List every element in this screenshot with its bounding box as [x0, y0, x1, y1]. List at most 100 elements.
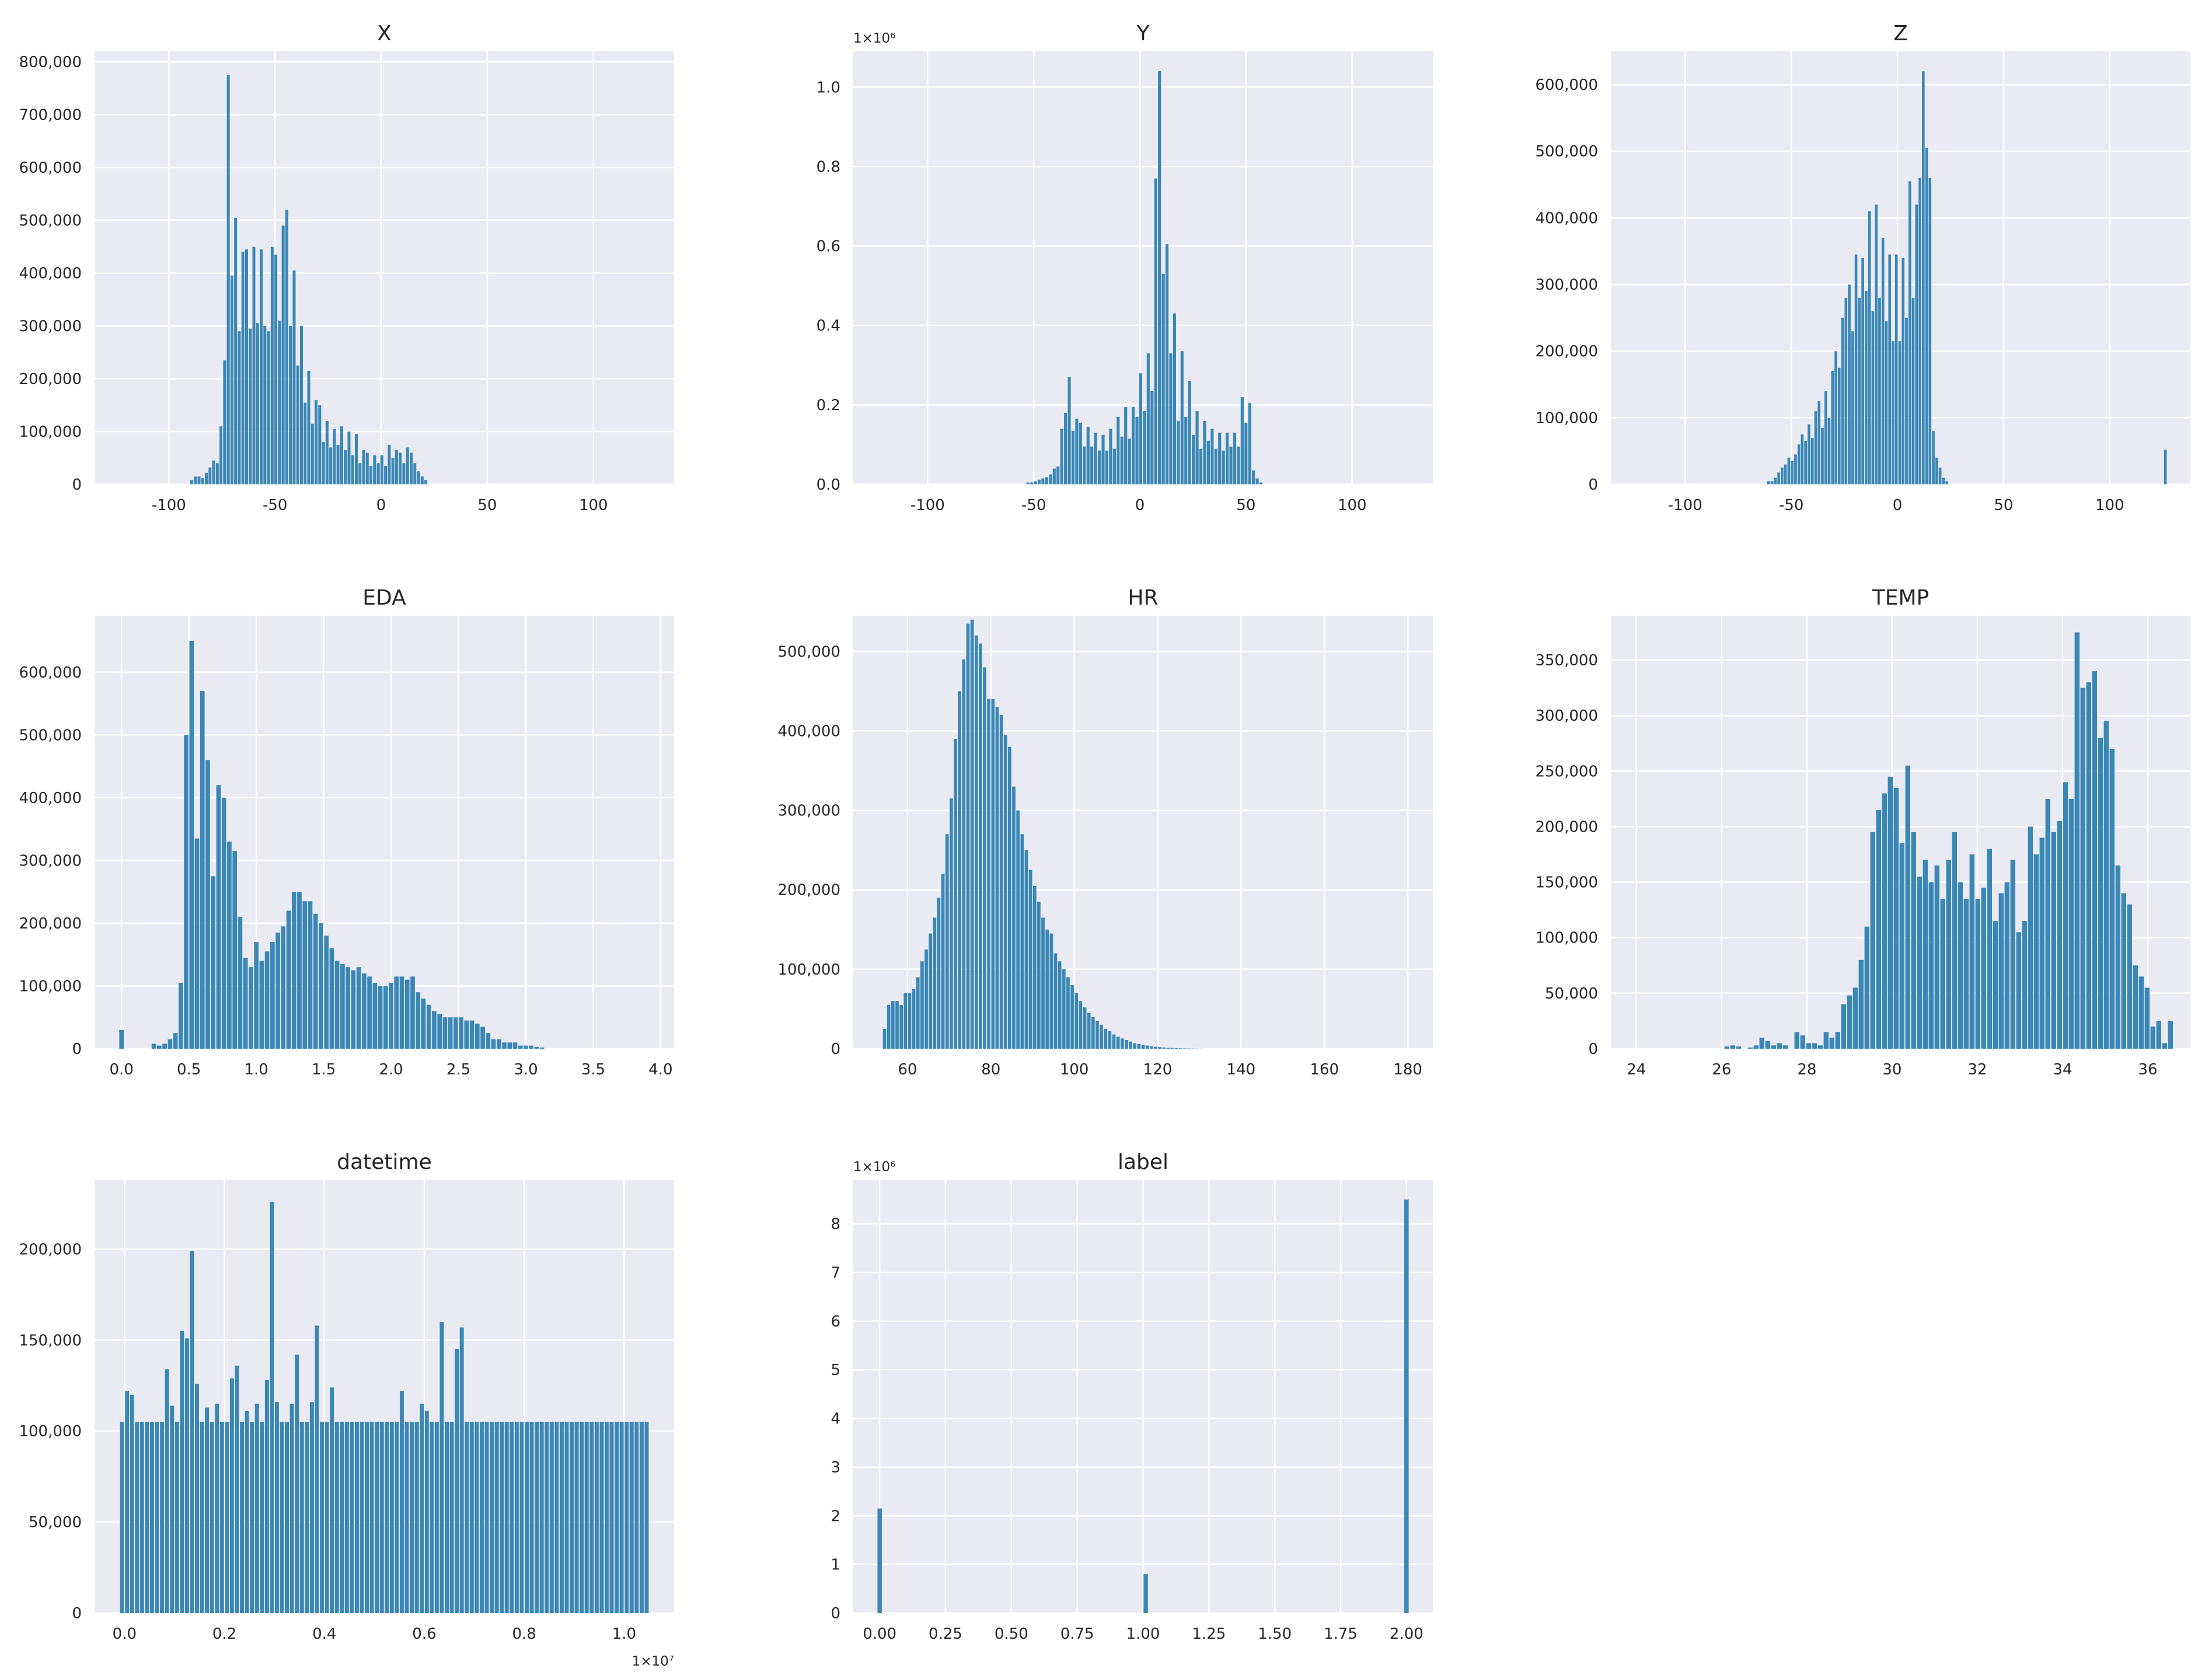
- histogram-bar: [496, 1039, 501, 1049]
- histogram-bar: [1821, 427, 1824, 484]
- histogram-bar: [449, 1422, 454, 1613]
- histogram-bar: [1120, 437, 1124, 484]
- histogram-bar: [270, 942, 275, 1049]
- histogram-bar: [1032, 885, 1037, 1049]
- histogram-bar: [1064, 413, 1067, 484]
- y-tick-label: 150,000: [19, 1332, 82, 1349]
- histogram-bar: [924, 949, 928, 1049]
- histogram-bar: [2092, 671, 2097, 1049]
- histogram-bar: [395, 1422, 399, 1613]
- histogram-bar: [1034, 481, 1037, 484]
- histogram-bar: [1098, 451, 1101, 484]
- histogram-bar: [539, 1047, 545, 1049]
- x-tick-label: 0.0: [110, 1061, 134, 1078]
- histogram-bar: [399, 452, 402, 484]
- histogram-bar: [1214, 448, 1217, 484]
- histogram-bar: [302, 901, 308, 1049]
- histogram-bar: [1878, 298, 1881, 484]
- histogram-bar: [2068, 798, 2074, 1049]
- histogram-bar: [2133, 965, 2138, 1049]
- y-tick-label: 0: [72, 476, 82, 494]
- y-tick-label: 50,000: [29, 1514, 82, 1531]
- histogram-bar: [205, 1407, 210, 1613]
- histogram-bar: [254, 1404, 259, 1613]
- histogram-bar: [877, 1508, 882, 1613]
- histogram-bar: [1058, 961, 1062, 1049]
- histogram-bar: [469, 1422, 474, 1613]
- histogram-bar: [574, 1422, 579, 1613]
- histogram-bar: [194, 838, 200, 1049]
- histogram-bar: [916, 977, 920, 1049]
- y-tick-label: 500,000: [19, 727, 82, 744]
- histogram-bar: [130, 1394, 134, 1613]
- y-tick-label: 0: [72, 1041, 82, 1058]
- histogram-bar: [234, 218, 238, 484]
- histogram-bar: [1817, 1045, 1823, 1049]
- histogram-bar: [1905, 765, 1911, 1049]
- histogram-bar: [285, 1422, 289, 1613]
- histogram-bar: [1797, 444, 1801, 484]
- histogram-bar: [1154, 178, 1157, 485]
- y-tick-label: 500,000: [777, 643, 840, 661]
- histogram-bar: [494, 1422, 499, 1613]
- y-tick-label: 500,000: [1535, 143, 1598, 160]
- histogram-bar: [584, 1422, 589, 1613]
- histogram-bar: [479, 1422, 484, 1613]
- histogram-bar: [178, 983, 183, 1049]
- histogram-bar: [329, 447, 333, 484]
- histogram-bar: [1222, 451, 1225, 484]
- histogram-bar: [157, 1045, 162, 1049]
- histogram-bar: [356, 967, 361, 1049]
- histogram-bar: [362, 450, 365, 484]
- y-tick-label: 50,000: [1545, 985, 1598, 1003]
- histogram-bar: [2010, 860, 2015, 1049]
- histogram-bar: [1008, 746, 1011, 1049]
- histogram-bar: [365, 452, 369, 484]
- histogram-bar: [1090, 446, 1094, 484]
- x-tick-label: 0.75: [1060, 1625, 1094, 1643]
- y-tick-label: 100,000: [1535, 410, 1598, 427]
- histogram-bar: [369, 466, 373, 484]
- histogram-bar: [333, 428, 336, 484]
- histogram-bar: [1169, 353, 1173, 484]
- histogram-bar: [1851, 331, 1854, 484]
- histogram-bar: [215, 463, 219, 484]
- histogram-bar: [362, 973, 367, 1049]
- histogram-bar: [318, 405, 322, 484]
- histogram-bar: [1835, 1032, 1841, 1049]
- histogram-bar: [512, 1042, 518, 1049]
- histogram-bar: [1183, 1048, 1187, 1049]
- histogram-bar: [1791, 461, 1794, 484]
- histogram-bar: [219, 1422, 224, 1613]
- y-tick-label: 300,000: [19, 318, 82, 336]
- histogram-bar: [559, 1422, 564, 1613]
- histogram-bar: [1902, 257, 1905, 484]
- histogram-bar: [615, 1422, 619, 1613]
- histogram-bar: [475, 1023, 480, 1049]
- histogram-bar: [2115, 865, 2120, 1049]
- histogram-bar: [519, 1422, 524, 1613]
- histogram-bar: [1206, 441, 1210, 484]
- histogram-bar: [238, 331, 241, 484]
- chart-eda: 0.0 0.5 1.0 1.5 2.0 2.5 3.0 3.5 4.0 0 100,000 200,0…: [19, 586, 674, 1078]
- histogram-bar: [619, 1422, 624, 1613]
- x-tick-label: 0: [1893, 497, 1903, 514]
- histogram-bar: [1918, 177, 1921, 484]
- x-tick-label: 30: [1882, 1061, 1902, 1078]
- histogram-bar: [475, 1422, 479, 1613]
- histogram-bar: [235, 1366, 239, 1613]
- histogram-bar: [1899, 843, 1905, 1049]
- histogram-bar: [514, 1422, 519, 1613]
- histogram-bar: [887, 1005, 891, 1049]
- histogram-bar: [1794, 454, 1797, 484]
- y-tick-label: 400,000: [19, 790, 82, 807]
- histogram-bar: [1794, 1032, 1800, 1049]
- histogram-bar: [1823, 1032, 1829, 1049]
- histogram-bar: [480, 1027, 485, 1049]
- histogram-bar: [1233, 432, 1237, 484]
- histogram-bar: [510, 1422, 514, 1613]
- histogram-bar: [263, 326, 267, 484]
- histogram-bar: [1759, 1037, 1765, 1049]
- histogram-bar: [2103, 721, 2109, 1049]
- y-tick-label: 200,000: [19, 1241, 82, 1258]
